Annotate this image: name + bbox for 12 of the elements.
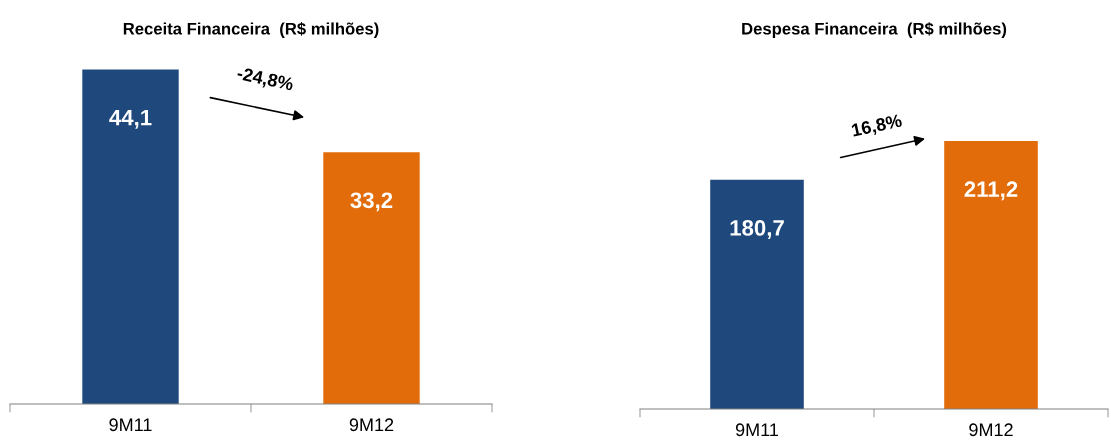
x-tick-label: 9M11: [109, 418, 152, 432]
data-label: 211,2: [964, 181, 1018, 201]
data-label: 33,2: [350, 192, 393, 212]
x-tick-label: 9M12: [349, 418, 394, 432]
chart-title: Despesa Financeira (R$ milhões): [742, 22, 1007, 38]
chart-title: Receita Financeira (R$ milhões): [123, 22, 379, 38]
text: 16,8%: [851, 113, 903, 140]
annotation: -24,8%: [236, 66, 295, 94]
data-label: 44,1: [109, 109, 152, 129]
x-tick-label: 9M12: [969, 423, 1013, 437]
data-label: 180,7: [730, 220, 784, 239]
x-tick-label: 9M11: [735, 423, 779, 437]
